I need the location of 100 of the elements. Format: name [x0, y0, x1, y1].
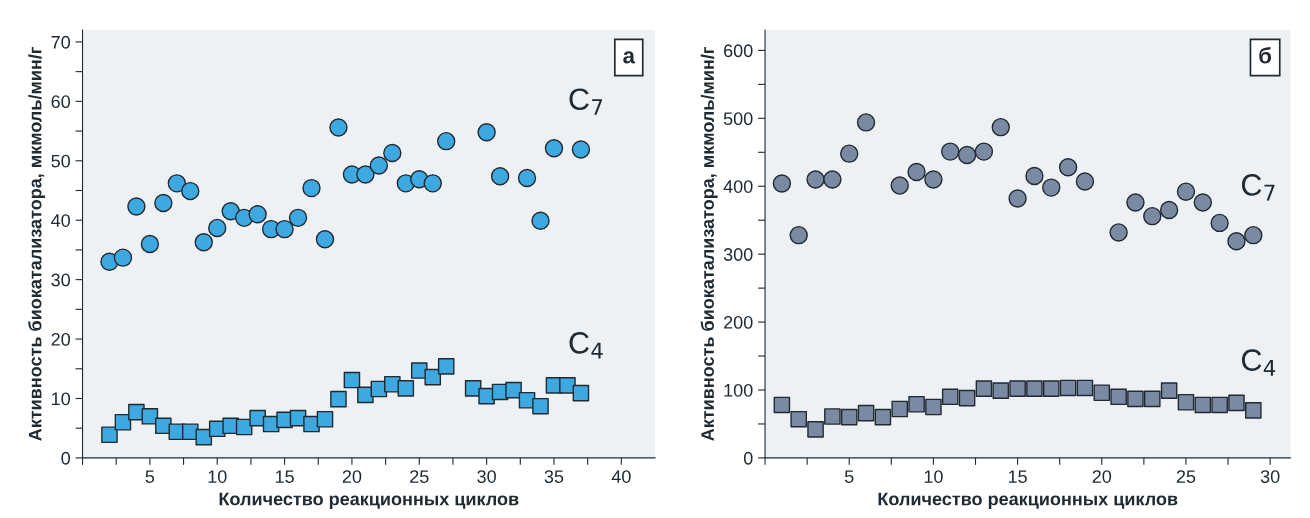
series-label: C$_{4}$	[1241, 349, 1276, 376]
point	[559, 377, 576, 394]
point	[941, 142, 960, 161]
series-label: C$_{4}$	[569, 332, 603, 359]
x-tick-label: 15	[1008, 470, 1027, 483]
y-tick-label: 60	[51, 95, 71, 109]
point	[773, 396, 791, 414]
x-tick-label: 15	[275, 470, 294, 483]
point	[1194, 396, 1212, 414]
point	[383, 143, 402, 163]
point	[975, 380, 993, 397]
point	[1058, 158, 1078, 177]
point	[154, 193, 173, 213]
point	[208, 218, 227, 238]
point	[874, 408, 892, 426]
x-tick-label: 5	[145, 470, 155, 483]
y-axis-title: Активность биокатализатора, мкмоль/мин/г	[700, 47, 718, 441]
point	[275, 219, 294, 239]
point	[356, 165, 375, 184]
x-tick-label: 35	[544, 470, 564, 483]
point	[572, 384, 590, 402]
point	[991, 117, 1010, 137]
point	[194, 232, 213, 252]
x-tick-label: 10	[924, 470, 943, 483]
point	[505, 381, 522, 399]
point	[824, 408, 841, 425]
point	[806, 170, 825, 189]
point	[113, 248, 133, 267]
y-axis-title: Активность биокатализатора, мкмоль/мин/г	[28, 47, 46, 441]
point	[840, 144, 859, 163]
point	[1075, 172, 1095, 191]
point	[343, 371, 361, 389]
y-tick-label: 40	[51, 214, 71, 227]
x-tick-label: 30	[1260, 470, 1280, 483]
point	[1093, 384, 1111, 402]
point	[114, 413, 132, 431]
x-axis-title: Количество реакционных циклов	[878, 492, 1178, 509]
point	[167, 174, 187, 193]
point	[127, 197, 146, 216]
y-tick-label: 70	[51, 35, 71, 49]
point	[1227, 232, 1246, 251]
point	[571, 140, 591, 159]
point	[958, 389, 976, 407]
point	[1126, 193, 1145, 212]
x-tick-label: 30	[477, 470, 496, 483]
point	[790, 410, 808, 428]
point	[1110, 388, 1127, 406]
point	[807, 421, 824, 438]
point	[316, 410, 334, 428]
point	[1025, 166, 1044, 186]
x-axis-title: Количество реакционных циклов	[219, 492, 519, 509]
y-tick-label: 600	[724, 44, 753, 58]
y-tick-label: 0	[61, 451, 71, 465]
point	[140, 234, 160, 254]
y-tick-label: 30	[51, 273, 71, 287]
point	[772, 174, 792, 193]
point	[840, 408, 858, 426]
x-tick-label: 10	[208, 470, 227, 483]
point	[1160, 382, 1178, 399]
point	[823, 170, 842, 189]
point	[423, 174, 442, 193]
point	[1026, 380, 1043, 397]
point	[1245, 402, 1262, 419]
point	[1059, 379, 1077, 397]
point	[890, 176, 909, 195]
point	[195, 428, 213, 446]
point	[437, 358, 455, 375]
point	[329, 118, 348, 137]
point	[891, 400, 909, 418]
point	[1193, 193, 1212, 212]
point	[1211, 396, 1228, 414]
y-tick-label: 100	[724, 383, 753, 397]
annotation: а	[623, 51, 636, 64]
x-tick-label: 5	[844, 470, 854, 483]
y-tick-label: 300	[723, 248, 753, 261]
point	[1008, 189, 1027, 208]
x-tick-label: 25	[410, 470, 429, 483]
point	[857, 404, 875, 422]
point	[544, 139, 564, 158]
point	[397, 380, 415, 397]
point	[517, 168, 537, 188]
point	[1228, 394, 1245, 412]
point	[437, 131, 456, 151]
x-tick-label: 40	[611, 470, 631, 483]
x-tick-label: 25	[1176, 470, 1196, 483]
point	[302, 178, 321, 198]
series-label: C$_{7}$	[569, 88, 603, 115]
point	[992, 382, 1010, 399]
point	[1176, 182, 1196, 201]
point	[1127, 390, 1144, 408]
point	[424, 368, 442, 386]
point	[1210, 213, 1229, 233]
point	[369, 156, 389, 175]
point	[1042, 380, 1060, 397]
y-tick-label: 10	[52, 392, 71, 406]
point	[315, 230, 335, 249]
point	[330, 390, 347, 408]
point	[1109, 223, 1128, 242]
y-tick-label: 500	[723, 112, 753, 126]
annotation: б	[1259, 46, 1272, 64]
